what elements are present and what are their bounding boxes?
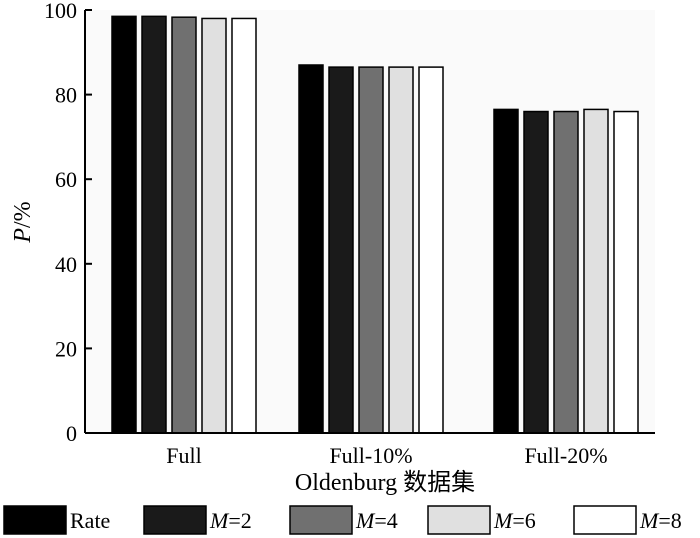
bar-m4-1 xyxy=(358,66,384,434)
legend-label: M=2 xyxy=(209,508,252,533)
x-tick-label: Full-20% xyxy=(524,443,607,468)
bar-m2-0 xyxy=(141,15,167,434)
x-tick-label: Full-10% xyxy=(329,443,412,468)
legend-swatch xyxy=(427,505,491,535)
legend-swatch xyxy=(573,505,637,535)
legend-label: M=6 xyxy=(493,508,536,533)
bar-rate-2 xyxy=(493,108,519,434)
bar-m6-2 xyxy=(583,108,609,434)
bar-rate-0 xyxy=(111,15,137,434)
legend-swatch xyxy=(289,505,353,535)
bar-rate-1 xyxy=(298,64,324,434)
bar-m4-0 xyxy=(171,16,197,434)
x-tick-label: Full xyxy=(166,443,201,468)
bar-m4-2 xyxy=(553,110,579,434)
y-tick-label: 20 xyxy=(55,336,77,361)
bar-m6-0 xyxy=(201,17,227,434)
y-tick-label: 60 xyxy=(55,167,77,192)
legend-label: M=4 xyxy=(355,508,398,533)
legend: Rate M=2 M=4 M=6 M=8 xyxy=(3,505,682,535)
x-axis-label: Oldenburg 数据集 xyxy=(295,469,475,496)
y-tick-label: 100 xyxy=(44,0,77,23)
legend-swatch xyxy=(143,505,207,535)
bar-m6-1 xyxy=(388,66,414,434)
legend-swatch xyxy=(3,505,67,535)
legend-label: M=8 xyxy=(639,508,682,533)
legend-label: Rate xyxy=(70,508,110,533)
bars-group xyxy=(111,15,639,434)
y-tick-label: 40 xyxy=(55,252,77,277)
bar-m8-0 xyxy=(231,17,257,434)
y-axis-label: P/% xyxy=(10,201,36,243)
y-axis-label-variable: P xyxy=(10,228,36,244)
y-tick-label: 80 xyxy=(55,83,77,108)
x-ticks: Full Full-10% Full-20% xyxy=(166,443,607,468)
bar-m8-2 xyxy=(613,110,639,434)
y-ticks: 0 20 40 60 80 100 xyxy=(44,0,92,446)
bar-m2-1 xyxy=(328,66,354,434)
bar-m8-1 xyxy=(418,66,444,434)
y-tick-label: 0 xyxy=(66,421,77,446)
y-axis-label-unit: /% xyxy=(10,201,36,228)
bar-m2-2 xyxy=(523,110,549,434)
